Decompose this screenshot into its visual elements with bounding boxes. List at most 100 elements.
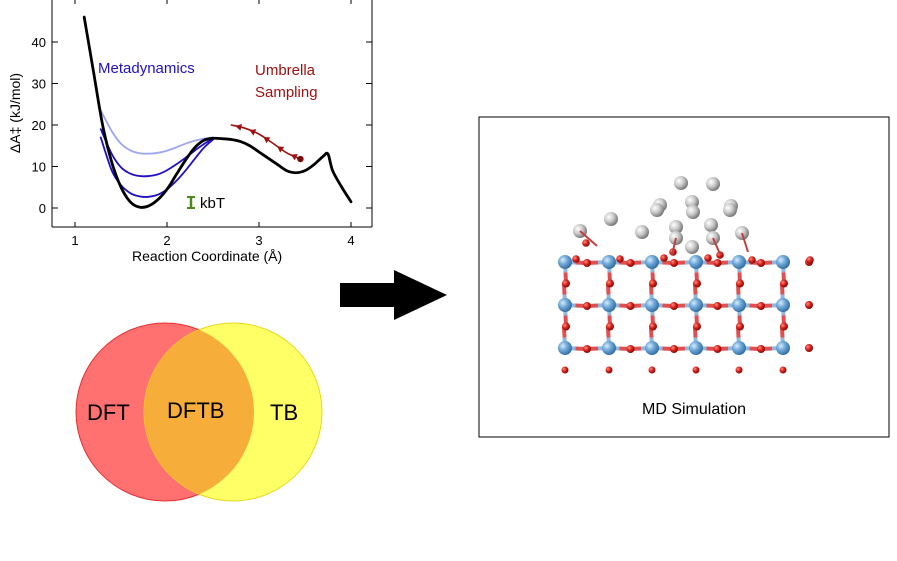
oxygen-atom [561,366,569,374]
flow-arrow [340,270,447,320]
adsorbate-atom [604,212,618,226]
y-tick-label: 30 [32,77,46,92]
y-axis-ticks: 0 10 20 30 40 [32,35,372,216]
md-simulation-panel: MD Simulation [478,116,890,438]
umbrella-arrowhead [249,129,257,136]
metadynamics-label: Metadynamics [98,60,195,77]
adsorbate-atom [685,240,699,254]
umbrella-label-line1: Umbrella [255,62,316,79]
oxygen-atom [704,254,712,262]
metal-atom [732,255,746,269]
oxygen-atom [693,322,701,331]
oxygen-atom [806,256,814,264]
oxygen-atom [606,322,614,331]
adsorbate-bond [671,237,677,256]
oxygen-atom [626,302,635,310]
oxygen-atom [670,345,678,353]
oxygen-atom [606,279,614,288]
curves [82,15,353,209]
oxygen-atom [692,366,700,374]
umbrella-arrowhead [277,146,285,153]
y-axis-label: ΔA‡ (kJ/mol) [7,73,23,153]
venn-diagram: DFT DFTB TB [75,322,323,502]
oxygen-atom [648,366,656,374]
x-tick-label: 1 [71,233,78,248]
oxygen-atom [649,322,657,331]
oxygen-atom [582,239,590,247]
umbrella-label-line2: Sampling [255,84,318,101]
kbt-scale-bar [187,196,195,209]
metal-atom [689,341,703,355]
metal-atom [776,255,790,269]
oxygen-atom [779,366,787,374]
metadynamics-curve-2 [99,128,214,178]
dftb-overlap [144,323,254,501]
oxygen-atom [748,256,756,264]
oxygen-atom [713,302,722,310]
adsorbate-atom [674,176,688,190]
metal-atom [645,298,659,312]
oxygen-atom [626,259,635,267]
umbrella-arrowhead [235,123,243,131]
x-axis-ticks: 1 2 3 4 [71,0,355,248]
metal-atom [732,298,746,312]
oxygen-atom [757,345,765,353]
free-energy-chart: 1 2 3 4 0 10 20 30 40 Reaction Coordinate (Å) Δ… [7,0,373,264]
metal-atom [689,298,703,312]
adsorbate-atom [635,225,649,239]
x-axis-label: Reaction Coordinate (Å) [132,248,282,264]
adsorbate-bond [579,230,598,247]
oxygen-atom [780,322,788,331]
kbt-label: kbT [200,195,225,212]
metadynamics-curve-3 [99,109,214,155]
md-frame [478,116,890,438]
oxygen-atom [716,251,724,259]
adsorbate-atom [704,218,718,232]
adsorbate-bond [741,232,749,253]
oxygen-atom [780,279,788,288]
adsorbate-atom [723,203,737,217]
oxygen-atom [572,255,580,263]
oxygen-atom [616,255,624,263]
metal-atom [602,255,616,269]
oxygen-atom [693,279,701,288]
adsorbate-atom [686,205,700,219]
oxygen-atom [583,302,591,310]
metal-atom [558,298,572,312]
oxygen-atom [670,302,678,310]
y-tick-label: 0 [39,201,46,216]
y-tick-label: 10 [32,160,46,175]
oxygen-atom [736,322,744,331]
y-tick-label: 20 [32,118,46,133]
metal-atom [689,255,703,269]
metal-atom [776,298,790,312]
oxygen-atom [757,259,765,267]
umbrella-arrowhead [290,153,298,161]
oxygen-atom [713,259,722,267]
oxygen-atom [735,366,743,374]
chart-frame [51,0,373,228]
tb-label: TB [270,400,298,425]
metal-atom [558,341,572,355]
oxygen-atom [562,322,570,331]
oxygen-atom [713,345,722,353]
molecular-structure [558,176,814,374]
adsorbate-atom [706,177,720,191]
oxygen-atom [805,301,813,309]
metal-atom [645,255,659,269]
oxygen-atom [660,254,668,262]
oxygen-atom [626,345,635,353]
metal-atom [776,341,790,355]
oxygen-atom [605,366,613,374]
oxygen-atom [583,259,591,267]
dft-label: DFT [87,400,130,425]
umbrella-start-point [297,155,304,163]
dftb-label: DFTB [167,398,224,423]
oxygen-atom [670,259,678,267]
adsorbate-bond [712,237,721,255]
oxygen-atom [649,279,657,288]
oxygen-atom [757,302,765,310]
metal-atom [602,298,616,312]
